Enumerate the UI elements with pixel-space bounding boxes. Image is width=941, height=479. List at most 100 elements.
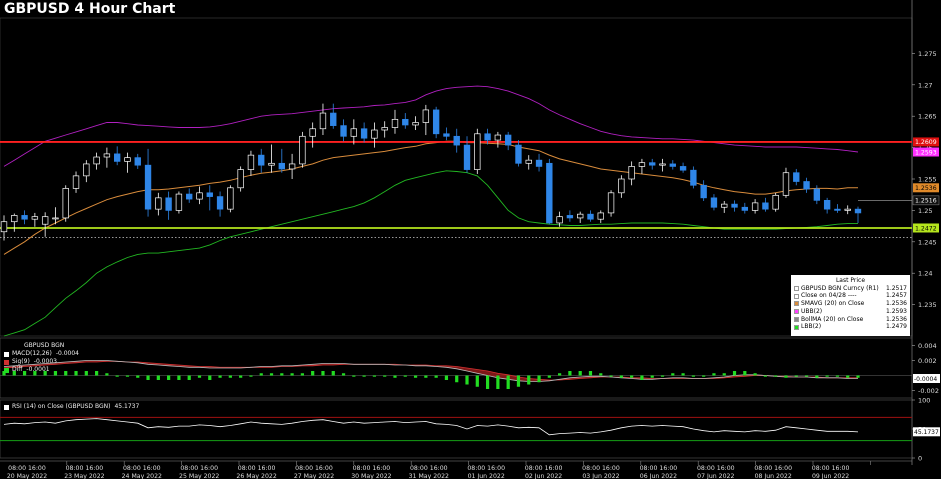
bullish-candle xyxy=(577,213,584,219)
x-tick-label-time: 08:00 16:00 xyxy=(754,465,792,472)
bullish-candle xyxy=(751,202,759,211)
legend-value: 1.2517 xyxy=(886,284,907,292)
price-tag-label: 1.2593 xyxy=(915,149,937,156)
legend-label: GBPUSD BGN Curncy (R1) xyxy=(801,284,879,292)
bullish-candle xyxy=(227,187,234,210)
macd-histogram-bar xyxy=(115,375,119,377)
macd-tag xyxy=(913,374,940,383)
macd-histogram-bar xyxy=(146,375,150,380)
rsi-legend-label: RSI (14) on Close (GBPUSD BGN) xyxy=(12,403,111,410)
bearish-candle xyxy=(484,133,491,141)
macd-histogram-bar xyxy=(269,373,274,376)
macd-histogram-bar xyxy=(712,373,716,376)
y-tick-label: 1.245 xyxy=(918,238,937,246)
bullish-candle xyxy=(93,156,100,165)
price-tag xyxy=(913,147,939,157)
macd-histogram-bar xyxy=(558,373,562,376)
bullish-candle xyxy=(62,188,69,219)
bearish-candle xyxy=(258,154,265,166)
bearish-candle xyxy=(823,200,831,210)
x-tick-label-date: 30 May 2022 xyxy=(351,473,391,479)
rsi-legend-item: RSI (14) on Close (GBPUSD BGN) 45.1737 xyxy=(4,403,139,411)
bearish-candle xyxy=(566,215,574,219)
macd-histogram-bar xyxy=(218,375,222,378)
legend-label: Sig(9) xyxy=(12,358,30,365)
macd-histogram-bar xyxy=(444,375,449,380)
rsi-legend: RSI (14) on Close (GBPUSD BGN) 45.1737 xyxy=(4,403,139,411)
macd-histogram-bar xyxy=(681,373,685,376)
macd-histogram-bar xyxy=(95,371,99,376)
macd-histogram-bar xyxy=(671,373,675,376)
macd-histogram-bar xyxy=(311,371,315,376)
bearish-candle xyxy=(453,135,460,146)
legend-label: MACD(12,26) xyxy=(12,350,52,357)
macd-histogram-bar xyxy=(413,375,418,378)
bearish-candle xyxy=(144,164,152,210)
bullish-candle xyxy=(422,109,430,123)
macd-histogram-bar xyxy=(352,375,356,377)
y-tick-label: 1.265 xyxy=(918,113,937,121)
x-tick-label-time: 08:00 16:00 xyxy=(180,465,218,472)
x-tick-label-time: 08:00 16:00 xyxy=(123,465,161,472)
x-tick-label-time: 08:00 16:00 xyxy=(582,465,620,472)
legend-value: 1.2457 xyxy=(886,292,907,300)
bullish-candle xyxy=(155,197,162,210)
bearish-candle xyxy=(340,125,347,137)
legend-value: 1.2593 xyxy=(886,307,907,315)
y-tick-label: 1.25 xyxy=(918,207,932,215)
bullish-candle xyxy=(638,162,646,167)
legend-swatch xyxy=(4,351,9,357)
macd-histogram-bar xyxy=(732,371,737,376)
macd-histogram-bar xyxy=(753,373,757,376)
macd-histogram-bar xyxy=(640,375,644,380)
y-tick-label: -0.002 xyxy=(918,387,939,395)
macd-histogram-bar xyxy=(249,375,253,377)
macd-histogram-bar xyxy=(177,375,181,380)
bullish-candle xyxy=(0,221,8,233)
macd-histogram-bar xyxy=(331,371,335,376)
macd-histogram-bar xyxy=(794,375,798,377)
legend-label: BollMA (20) on Close xyxy=(801,315,864,323)
x-tick-label-time: 08:00 16:00 xyxy=(238,465,276,472)
legend-swatch xyxy=(4,359,9,365)
price-pane: 1.2351.241.2451.251.2551.261.2651.271.27… xyxy=(0,0,940,465)
macd-histogram-bar xyxy=(43,371,47,376)
legend-item: BollMA (20) on Close 1.2536 xyxy=(794,316,907,324)
macd-histogram-bar xyxy=(362,375,366,377)
legend-value: -0.0003 xyxy=(33,358,57,365)
legend-value: -0.0004 xyxy=(55,350,80,357)
macd-histogram-bar xyxy=(33,371,37,376)
bullish-candle xyxy=(196,192,203,200)
macd-histogram-bar xyxy=(485,375,490,389)
y-tick-label: 1.235 xyxy=(918,301,937,309)
x-tick-label-time: 08:00 16:00 xyxy=(410,465,448,472)
macd-histogram-bar xyxy=(2,371,6,376)
macd-histogram-bar xyxy=(609,375,613,377)
macd-histogram-bar xyxy=(300,373,304,376)
bullish-candle xyxy=(268,162,275,166)
x-tick-label-time: 08:00 16:00 xyxy=(812,465,850,472)
macd-histogram-bar xyxy=(650,375,654,378)
bullish-candle xyxy=(597,212,604,220)
macd-histogram-bar xyxy=(527,375,531,385)
legend-label: UBB(2) xyxy=(801,307,823,315)
price-tag xyxy=(913,183,939,193)
x-tick-label-date: 20 May 2022 xyxy=(7,473,47,479)
legend-label: LBB(2) xyxy=(801,323,822,331)
x-tick-label-time: 08:00 16:00 xyxy=(353,465,391,472)
price-tag-label: 1.2516 xyxy=(915,198,937,205)
legend-label: SMAVG (20) on Close xyxy=(801,300,865,308)
bearish-candle xyxy=(114,153,121,162)
x-tick-label-time: 08:00 16:00 xyxy=(66,465,104,472)
macd-histogram-bar xyxy=(197,375,202,378)
y-tick-label: 1.27 xyxy=(918,81,932,89)
bullish-candle xyxy=(494,134,502,141)
bullish-candle xyxy=(288,163,296,170)
x-tick-label-date: 26 May 2022 xyxy=(236,473,276,479)
macd-histogram-bar xyxy=(516,375,521,387)
macd-histogram-bar xyxy=(588,371,593,376)
macd-histogram-bar xyxy=(691,375,695,377)
bullish-candle xyxy=(371,129,378,139)
macd-histogram-bar xyxy=(125,375,130,377)
bearish-candle xyxy=(515,144,522,164)
